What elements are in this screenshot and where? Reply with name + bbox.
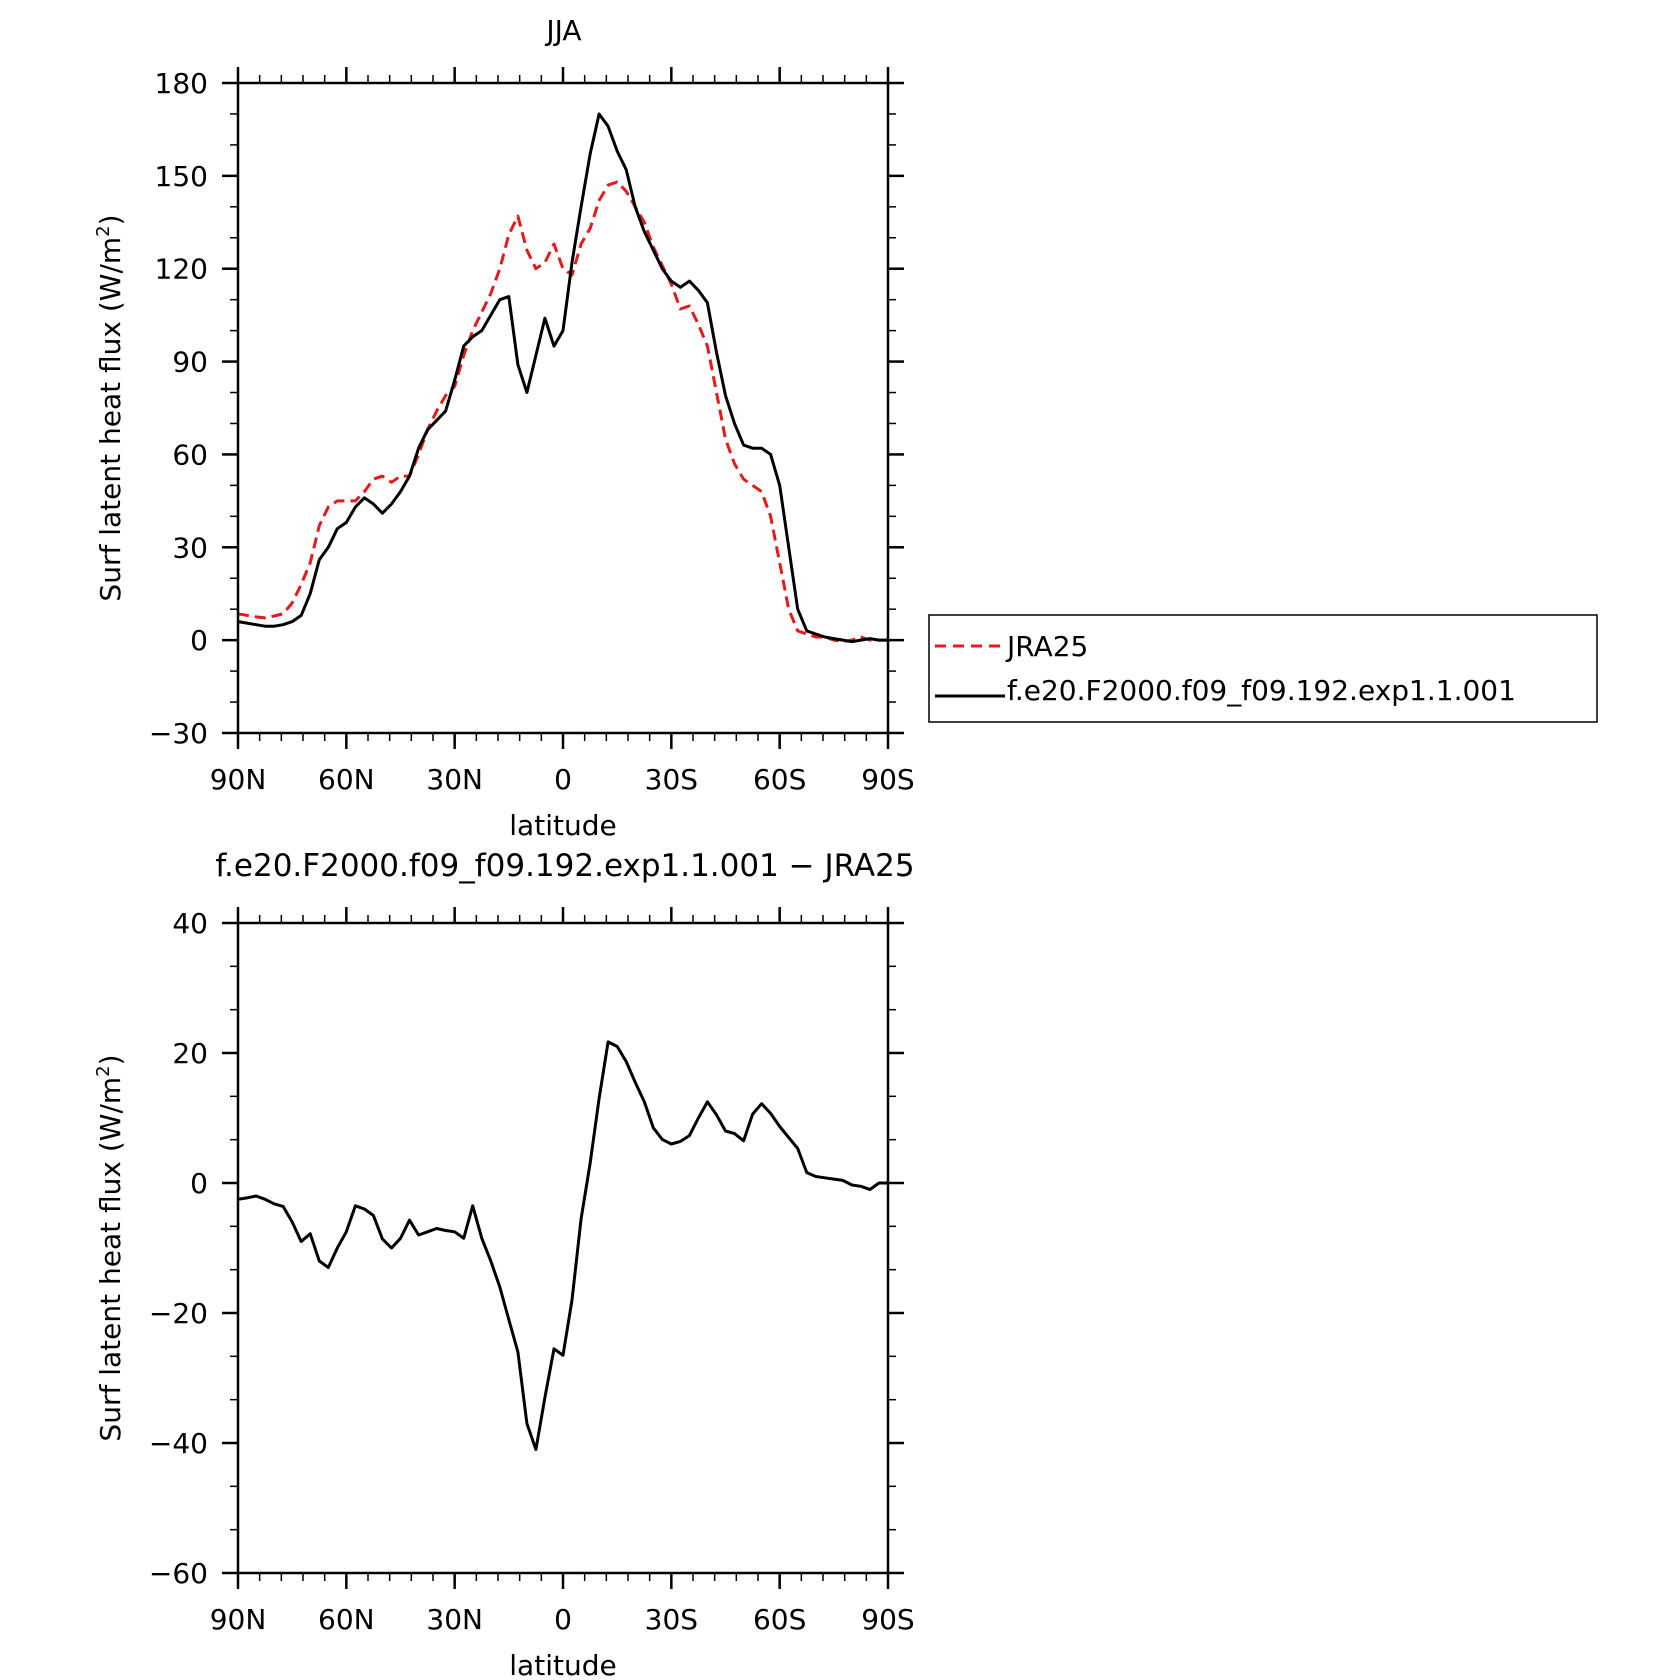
x-tick-label: 90S <box>861 1603 914 1636</box>
bottom-chart-axes: 90N 60N 30N 0 30S 60S 90S −60 −40 −20 0 20 40 <box>149 907 915 1636</box>
top-chart: JJA 90N 60N 30N 0 30S 60S 90S −30 0 30 60 90 120 150 1… <box>93 14 1598 842</box>
y-tick-label: 30 <box>172 531 208 564</box>
bottom-chart-ylabel: Surf latent heat flux (W/m2) <box>93 1054 127 1441</box>
y-tick-label: −30 <box>149 717 208 750</box>
y-tick-label: 180 <box>155 67 208 100</box>
x-tick-label: 60S <box>753 1603 806 1636</box>
top-chart-xlabel: latitude <box>509 809 616 842</box>
bottom-series-line-0 <box>237 1040 888 1451</box>
y-tick-label: −20 <box>149 1297 208 1330</box>
y-tick-label: 60 <box>172 438 208 471</box>
y-tick-label: 40 <box>172 907 208 940</box>
x-tick-label: 0 <box>554 763 572 796</box>
y-tick-label: −60 <box>149 1557 208 1590</box>
top-chart-plot-frame <box>236 81 890 735</box>
y-tick-label: 90 <box>172 346 208 379</box>
y-tick-label: 20 <box>172 1037 208 1070</box>
legend-label-jra25: JRA25 <box>1005 630 1088 663</box>
x-tick-label: 30N <box>426 1603 483 1636</box>
bottom-chart-series <box>237 1040 888 1451</box>
top-chart-ylabel-close: ) <box>94 214 127 225</box>
x-tick-label: 0 <box>554 1603 572 1636</box>
y-tick-label: 120 <box>155 253 208 286</box>
y-tick-label: 150 <box>155 160 208 193</box>
bottom-chart-ylabel-main: Surf latent heat flux (W/m <box>94 1077 127 1442</box>
bottom-chart-xlabel: latitude <box>509 1649 616 1680</box>
bottom-chart-ylabel-close: ) <box>94 1054 127 1065</box>
x-tick-label: 30N <box>426 763 483 796</box>
y-tick-label: 0 <box>190 1167 208 1200</box>
legend-label-model: f.e20.F2000.f09_f09.192.exp1.1.001 <box>1007 674 1516 707</box>
x-tick-label: 30S <box>645 763 698 796</box>
top-chart-ylabel: Surf latent heat flux (W/m2) <box>93 214 127 601</box>
x-tick-label: 60S <box>753 763 806 796</box>
bottom-chart-plot-frame <box>236 921 890 1575</box>
y-tick-label: −40 <box>149 1427 208 1460</box>
top-chart-series <box>237 112 888 644</box>
top-chart-ylabel-main: Surf latent heat flux (W/m <box>94 237 127 602</box>
x-tick-label: 60N <box>318 1603 375 1636</box>
top-chart-legend: JRA25 f.e20.F2000.f09_f09.192.exp1.1.001 <box>928 614 1598 723</box>
x-tick-label: 90N <box>210 1603 267 1636</box>
x-tick-label: 30S <box>645 1603 698 1636</box>
top-chart-axes: 90N 60N 30N 0 30S 60S 90S −30 0 30 60 90 120 150 180 <box>149 67 915 796</box>
top-series-line-1 <box>237 112 888 644</box>
bottom-chart-title: f.e20.F2000.f09_f09.192.exp1.1.001 − JRA… <box>215 848 914 884</box>
x-tick-label: 90N <box>210 763 267 796</box>
legend-frame <box>928 614 1598 723</box>
x-tick-label: 90S <box>861 763 914 796</box>
y-tick-label: 0 <box>190 624 208 657</box>
bottom-chart-ylabel-sup: 2 <box>93 1065 114 1076</box>
bottom-chart: f.e20.F2000.f09_f09.192.exp1.1.001 − JRA… <box>93 848 915 1680</box>
x-tick-label: 60N <box>318 763 375 796</box>
top-series-line-0 <box>237 180 888 644</box>
top-chart-ylabel-sup: 2 <box>93 225 114 236</box>
top-chart-title: JJA <box>544 14 581 47</box>
